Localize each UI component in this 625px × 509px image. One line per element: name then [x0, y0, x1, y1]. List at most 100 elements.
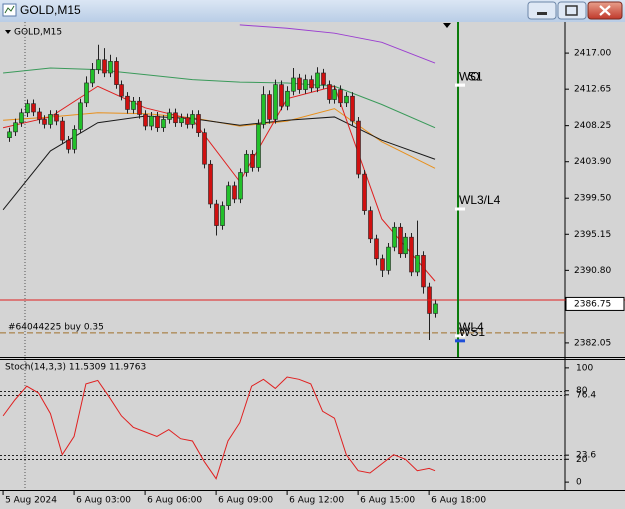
candle-body: [161, 119, 166, 129]
candle-body: [155, 115, 160, 129]
level-label: S1: [468, 69, 483, 83]
window-icon-glyph: [4, 5, 15, 14]
candle-body: [214, 203, 219, 226]
candle-body: [279, 84, 284, 107]
candle-body: [125, 95, 130, 110]
x-tick-label: 6 Aug 12:00: [289, 496, 344, 506]
y-tick-label: 80: [576, 386, 588, 396]
candle-body: [143, 114, 148, 127]
x-tick-label: 5 Aug 2024: [5, 496, 57, 506]
level-marker: [455, 207, 466, 211]
candle-body: [119, 84, 124, 97]
y-tick-label: 2382.05: [574, 338, 611, 348]
candle-body: [403, 236, 408, 255]
axes: 2417.00 2412.65 2408.25 2403.90 2399.50 2395.…: [2, 49, 625, 506]
candle-body: [208, 163, 213, 205]
candle-body: [167, 112, 172, 120]
candle-body: [66, 139, 71, 150]
indicator-label: Stoch(14,3,3) 11.5309 11.9763: [5, 363, 146, 373]
y-tick-label: 0: [576, 478, 582, 488]
candle-body: [37, 111, 42, 120]
chart-shift-marker: [443, 23, 451, 28]
candle-body: [31, 103, 36, 113]
candle-body: [108, 61, 113, 74]
y-tick-label: 23.6: [576, 451, 596, 461]
level-marker: [455, 334, 466, 338]
candle-body: [196, 114, 201, 133]
current-price-badge: [565, 296, 625, 311]
candle-body: [374, 238, 379, 260]
candle-body: [185, 117, 190, 125]
candle-body: [78, 102, 83, 130]
candle-body: [190, 114, 195, 125]
current-price-label: 2386.75: [574, 299, 611, 309]
moving-average-line: [3, 67, 436, 129]
y-tick-label: 76.4: [576, 390, 596, 400]
candle-body: [7, 131, 12, 138]
y-tick-label: 2408.25: [574, 121, 611, 131]
chart-area: [0, 22, 625, 509]
candle-body: [72, 129, 77, 150]
candle-body: [238, 172, 243, 200]
candle-body: [42, 119, 47, 125]
stoch-plot: [0, 376, 565, 480]
level-label: WO: [459, 69, 480, 83]
candle-body: [344, 95, 349, 104]
candle-body: [13, 122, 18, 133]
candle-body: [386, 246, 391, 271]
candle-body: [415, 255, 420, 273]
level-label: WL3/L4: [459, 193, 501, 207]
candle-body: [321, 72, 326, 85]
candle-body: [96, 59, 101, 70]
candle-body: [54, 114, 59, 122]
y-tick-label: 2417.00: [574, 49, 611, 59]
candle-body: [332, 89, 337, 100]
candle-body: [60, 120, 65, 141]
candle-body: [261, 94, 266, 125]
candle-body: [84, 82, 89, 104]
x-tick-label: 6 Aug 09:00: [218, 496, 273, 506]
candle-body: [398, 226, 403, 255]
candle-body: [285, 90, 290, 107]
y-tick-label: 2390.80: [574, 266, 611, 276]
candle-body: [267, 94, 272, 120]
candle-body: [131, 100, 136, 110]
candle-body: [102, 59, 107, 74]
candle-body: [380, 258, 385, 271]
candle-body: [303, 79, 308, 90]
candle-body: [137, 100, 142, 115]
candle-body: [421, 255, 426, 288]
candle-body: [409, 236, 414, 273]
candle-body: [48, 114, 53, 125]
minimize-button[interactable]: [527, 1, 557, 20]
candle-body: [362, 173, 367, 211]
candle-body: [433, 303, 438, 314]
candle-body: [173, 112, 178, 124]
window-title: GOLD,M15: [20, 3, 81, 17]
maximize-button[interactable]: [557, 1, 587, 20]
candle-body: [250, 153, 255, 168]
candle-body: [392, 226, 397, 248]
x-tick-label: 6 Aug 06:00: [147, 496, 202, 506]
title-bar: [0, 0, 625, 22]
y-tick-label: 2395.15: [574, 230, 611, 240]
candle-body: [202, 132, 207, 165]
candle-body: [90, 69, 95, 84]
y-tick-label: 100: [576, 363, 593, 373]
candle-body: [232, 185, 237, 200]
candle-body: [350, 95, 355, 122]
maximize-glyph: [565, 5, 578, 16]
y-tick-label: 2412.65: [574, 85, 611, 95]
level-marker: [455, 339, 466, 343]
candle-body: [244, 153, 249, 173]
chart-symbol-label: GOLD,M15: [14, 28, 62, 38]
candle-body: [179, 117, 184, 124]
candle-body: [256, 124, 261, 168]
level-label: WL4: [459, 320, 484, 334]
candle-body: [226, 185, 231, 206]
y-tick-label: 2399.50: [574, 194, 611, 204]
candle-body: [291, 77, 296, 92]
order-label: #64044225 buy 0.35: [8, 322, 104, 332]
candle-body: [309, 79, 314, 89]
